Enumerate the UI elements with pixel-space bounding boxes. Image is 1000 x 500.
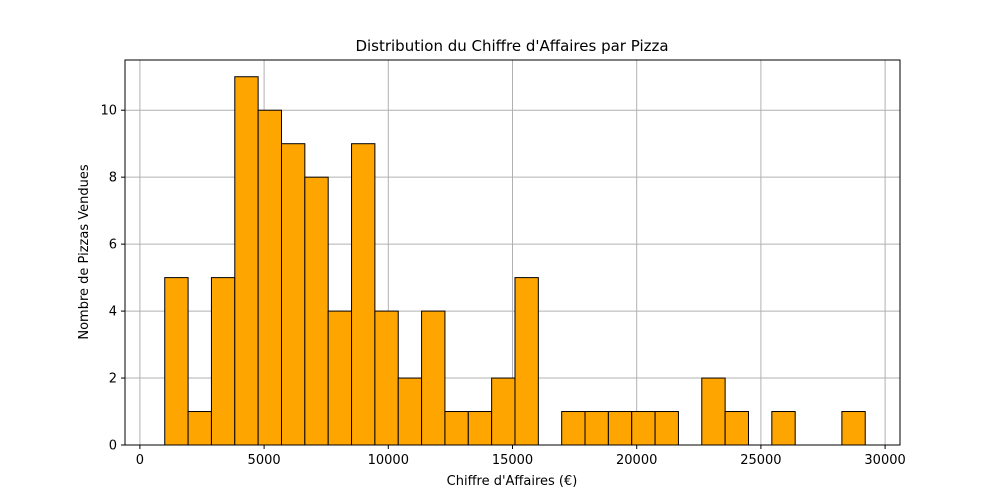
x-tick-label: 15000: [492, 453, 533, 468]
y-tick-label: 4: [109, 305, 117, 320]
y-tick-label: 8: [109, 171, 117, 186]
histogram-bar: [701, 377, 726, 446]
bars: [164, 76, 866, 446]
histogram-bar: [164, 277, 189, 446]
histogram-bar: [421, 310, 446, 446]
x-tick-label: 30000: [864, 453, 905, 468]
histogram-bar: [234, 76, 259, 446]
histogram-bar: [374, 310, 399, 446]
histogram-bar: [397, 377, 423, 446]
y-tick-label: 2: [109, 372, 117, 387]
histogram-bar: [351, 143, 376, 446]
y-tick-label: 0: [109, 439, 117, 454]
histogram-bar: [841, 411, 866, 446]
histogram-bar: [210, 277, 236, 446]
histogram-bar: [327, 310, 353, 446]
y-tick-label: 10: [100, 104, 117, 119]
histogram-bar: [280, 143, 306, 446]
histogram-bar: [654, 411, 679, 446]
histogram-bar: [514, 277, 539, 446]
histogram-bar: [584, 411, 609, 446]
x-axis-ticks: 0 5000 10000 15000 20000 25000 30000: [136, 445, 906, 468]
y-axis-label: Nombre de Pizzas Vendues: [77, 164, 92, 339]
histogram-bar: [467, 411, 493, 446]
histogram-bar: [304, 176, 329, 446]
x-tick-label: 5000: [248, 453, 281, 468]
histogram-bar: [187, 411, 212, 446]
histogram-bar: [724, 411, 749, 446]
histogram-bar: [771, 411, 796, 446]
y-axis-ticks: 0 2 4 6 8 10: [100, 104, 125, 454]
x-tick-label: 25000: [740, 453, 781, 468]
x-tick-label: 20000: [616, 453, 657, 468]
x-tick-label: 10000: [368, 453, 409, 468]
chart-title: Distribution du Chiffre d'Affaires par P…: [355, 37, 668, 55]
histogram-bar: [607, 411, 633, 446]
histogram-bar: [491, 377, 516, 446]
histogram-bar: [561, 411, 586, 446]
y-tick-label: 6: [109, 238, 117, 253]
x-axis-label: Chiffre d'Affaires (€): [447, 474, 578, 489]
x-tick-label: 0: [136, 453, 144, 468]
histogram-bar: [631, 411, 656, 446]
histogram-bar: [444, 411, 469, 446]
histogram-bar: [257, 109, 282, 446]
